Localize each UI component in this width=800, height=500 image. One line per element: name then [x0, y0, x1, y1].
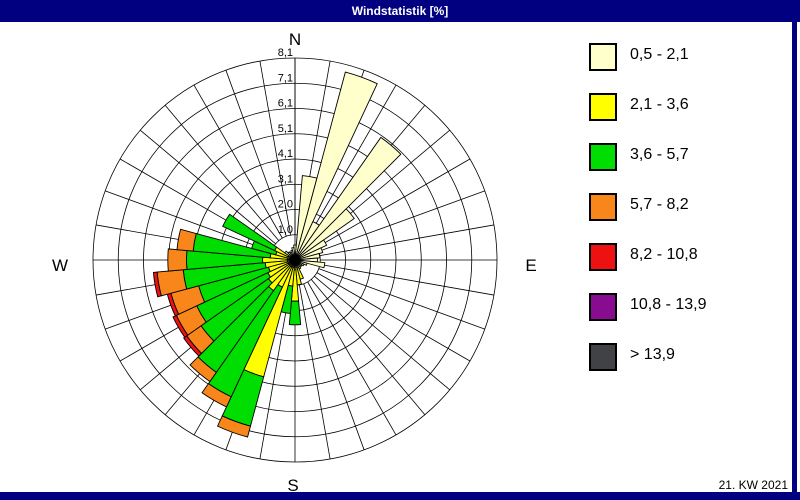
window-title-bar: Windstatistik [%]: [0, 0, 800, 22]
compass-west-label: W: [52, 256, 68, 275]
legend-swatch: [589, 343, 617, 371]
window-right-border: [792, 22, 797, 500]
legend-swatch: [589, 193, 617, 221]
grid-spoke: [259, 61, 292, 236]
grid-spoke: [316, 158, 471, 248]
grid-spoke: [225, 70, 287, 237]
grid-spoke: [310, 279, 426, 415]
grid-spoke: [319, 224, 494, 257]
grid-spoke: [318, 268, 485, 330]
wind-sector-segment: [176, 228, 197, 252]
window-title: Windstatistik [%]: [351, 4, 449, 18]
wind-sector-segment: [172, 314, 189, 338]
grid-spoke: [298, 284, 331, 459]
calendar-week-label: 21. KW 2021: [718, 478, 788, 492]
legend-item: 5,7 - 8,2: [589, 193, 779, 243]
wind-sector-segment: [183, 335, 203, 357]
grid-spoke: [193, 84, 283, 239]
legend-label: 0,5 - 2,1: [630, 46, 689, 63]
wind-sector-segment: [189, 356, 217, 383]
ring-value-label: 7,1: [278, 72, 293, 84]
wind-sector-segment: [201, 382, 232, 408]
legend-swatch: [589, 143, 617, 171]
legend-label: 8,2 - 10,8: [630, 246, 698, 263]
wind-sector-segment: [294, 252, 321, 261]
wind-rose-chart: 1,0 2,0 3,1 4,1 5,1 6,1 7,1 8,1N S W E: [52, 30, 537, 492]
legend-item: 10,8 - 13,9: [589, 293, 779, 343]
ring-value-label: 6,1: [278, 98, 293, 110]
legend-label: 2,1 - 3,6: [630, 96, 689, 113]
wind-sector-segment: [152, 271, 162, 298]
compass-east-label: E: [525, 256, 536, 275]
compass-south-label: S: [287, 476, 298, 492]
legend-item: 2,1 - 3,6: [589, 93, 779, 143]
wind-sector-segment: [294, 71, 378, 261]
wind-sector-segment: [222, 213, 278, 252]
ring-value-label: 5,1: [278, 123, 293, 135]
legend-item: 0,5 - 2,1: [589, 43, 779, 93]
ring-value-label: 8,1: [278, 47, 293, 59]
ring-value-label: 2,0: [278, 199, 293, 211]
legend-swatch: [589, 43, 617, 71]
legend-item: > 13,9: [589, 343, 779, 393]
ring-value-label: 3,1: [278, 173, 293, 185]
grid-spoke: [140, 129, 276, 245]
wind-sector-segment: [294, 208, 355, 261]
legend-swatch: [589, 293, 617, 321]
grid-spoke: [307, 84, 397, 239]
wind-sector-segment: [167, 248, 188, 272]
grid-spoke: [105, 190, 272, 252]
legend-item: 8,2 - 10,8: [589, 243, 779, 293]
wind-sector-segment: [294, 247, 324, 261]
wind-sector-segment: [216, 415, 252, 438]
wind-sector-segment: [294, 136, 402, 261]
ring-value-label: 4,1: [278, 148, 293, 160]
legend-swatch: [589, 243, 617, 271]
legend-label: 3,6 - 5,7: [630, 146, 689, 163]
grid-spoke: [307, 281, 397, 436]
ring-value-label: 1,0: [278, 224, 293, 236]
grid-spoke: [318, 190, 485, 252]
grid-spoke: [316, 272, 471, 362]
legend-label: 10,8 - 13,9: [630, 296, 707, 313]
legend-item: 3,6 - 5,7: [589, 143, 779, 193]
legend: 0,5 - 2,1 2,1 - 3,6 3,6 - 5,7 5,7 - 8,2 8,2 …: [589, 43, 779, 393]
grid-spoke: [303, 283, 365, 450]
legend-swatch: [589, 93, 617, 121]
grid-spoke: [259, 284, 292, 459]
rose-center: [291, 256, 299, 264]
grid-spoke: [164, 105, 280, 241]
legend-label: 5,7 - 8,2: [630, 196, 689, 213]
wind-sector-segment: [288, 300, 302, 326]
compass-north-label: N: [289, 30, 301, 49]
grid-spoke: [314, 275, 450, 391]
window-bottom-border: [0, 492, 800, 500]
legend-label: > 13,9: [630, 346, 675, 363]
grid-spoke: [319, 263, 494, 296]
wind-sector-segment: [294, 239, 328, 261]
